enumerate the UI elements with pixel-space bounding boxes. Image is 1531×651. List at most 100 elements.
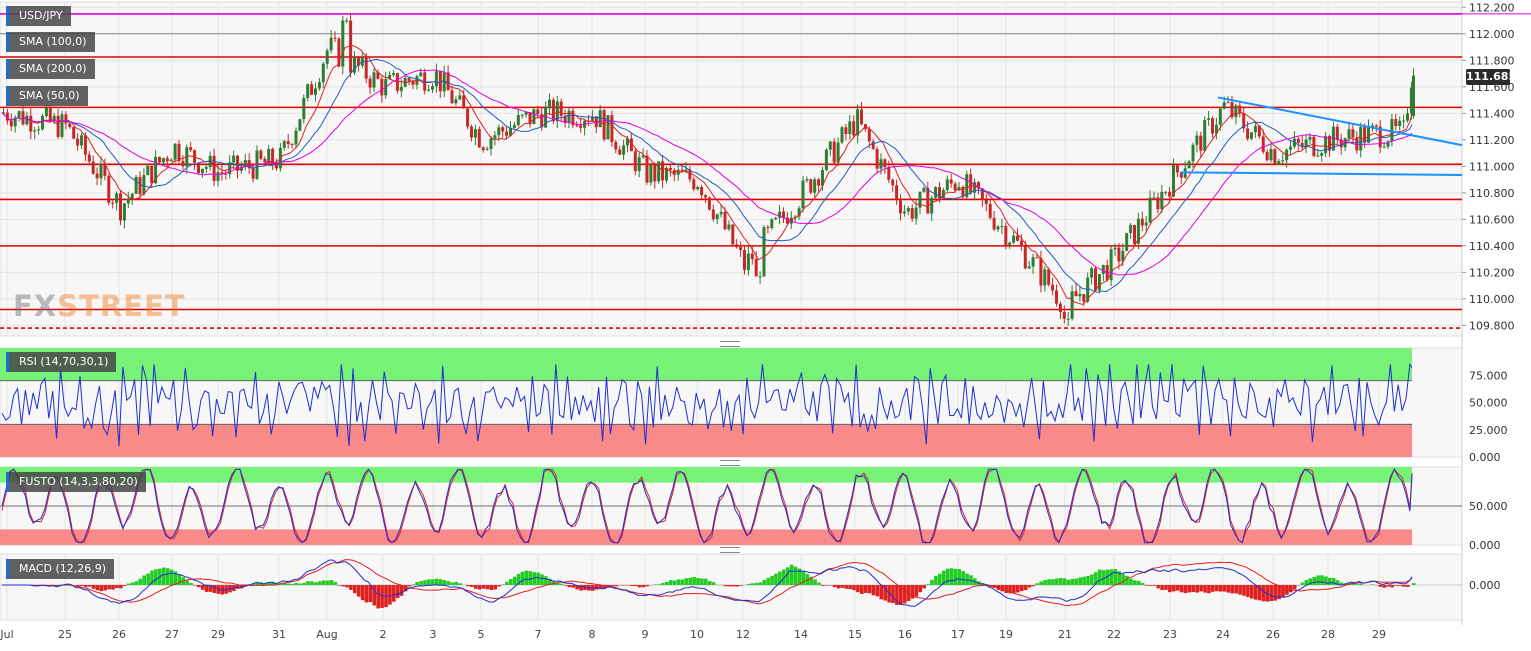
macd-histogram-bar [891, 585, 895, 603]
candle-body [1078, 294, 1081, 296]
sma50-label[interactable]: SMA (50,0) [6, 86, 88, 106]
macd-histogram-bar [844, 585, 848, 589]
candle-body [922, 188, 925, 192]
macd-histogram-bar [1412, 583, 1416, 585]
macd-histogram-bar [860, 585, 864, 594]
candle-body [1203, 120, 1206, 151]
macd-histogram-bar [146, 574, 150, 586]
candle-body [1071, 291, 1074, 318]
macd-histogram-bar [774, 574, 778, 585]
macd-histogram-bar [330, 580, 334, 585]
x-tick-label: 25 [58, 628, 72, 641]
macd-histogram-bar [938, 574, 942, 585]
candle-body [1266, 152, 1269, 160]
x-tick-label: Aug [316, 628, 337, 641]
sma100-label[interactable]: SMA (100,0) [6, 32, 95, 52]
candle-body [911, 208, 914, 219]
candle-body [903, 212, 906, 214]
macd-histogram-bar [1129, 579, 1133, 585]
fusto-label[interactable]: FUSTO (14,3,3,80,20) [6, 472, 146, 492]
candle-body [380, 79, 383, 95]
pane-resize-handle-rsi[interactable] [720, 341, 740, 347]
macd-histogram-bar [162, 568, 166, 585]
candle-body [1043, 269, 1046, 285]
y-tick-label: 110.600 [1469, 213, 1515, 226]
x-tick-label: 22 [1107, 628, 1121, 641]
macd-histogram-bar [497, 585, 501, 586]
macd-histogram-bar [1082, 577, 1086, 585]
x-tick-label: 5 [478, 628, 485, 641]
macd-histogram-bar [638, 585, 642, 587]
candle-body [622, 145, 625, 154]
macd-histogram-bar [1203, 585, 1207, 593]
macd-histogram-bar [166, 568, 170, 585]
candle-body [841, 127, 844, 142]
candle-body [1207, 118, 1210, 120]
macd-histogram-bar [571, 585, 575, 588]
candle-body [802, 180, 805, 208]
rsi-overbought-zone [0, 348, 1412, 381]
macd-histogram-bar [529, 571, 533, 585]
candle-body [462, 95, 465, 108]
macd-histogram-bar [1390, 585, 1394, 587]
macd-histogram-bar [392, 585, 396, 602]
candle-body [517, 115, 520, 125]
candle-body [1211, 118, 1214, 133]
candle-body [930, 198, 933, 214]
macd-histogram-bar [1164, 585, 1168, 590]
macd-histogram-bar [622, 585, 626, 586]
candle-body [513, 125, 516, 128]
pane-resize-handle-fusto[interactable] [720, 460, 740, 466]
candle-body [1199, 136, 1202, 151]
candle-body [322, 64, 325, 82]
macd-histogram-bar [96, 585, 100, 590]
candle-body [1273, 149, 1276, 164]
candle-body [29, 116, 32, 132]
rsi-label[interactable]: RSI (14,70,30,1) [6, 352, 116, 372]
candle-body [1024, 246, 1027, 268]
candle-body [1262, 136, 1265, 152]
macd-histogram-bar [852, 585, 856, 590]
x-tick-label: Jul [0, 628, 14, 641]
candle-body [127, 199, 130, 204]
macd-histogram-bar [731, 585, 735, 586]
macd-histogram-bar [314, 582, 318, 585]
candle-body [408, 78, 411, 81]
macd-histogram-bar [1234, 585, 1238, 594]
candle-body [470, 127, 473, 138]
candle-body [638, 157, 641, 171]
macd-histogram-bar [1242, 585, 1246, 596]
macd-histogram-bar [1055, 578, 1059, 585]
macd-histogram-bar [1059, 578, 1063, 585]
macd-histogram-bar [958, 569, 962, 585]
candle-body [341, 21, 344, 67]
macd-histogram-bar [1270, 585, 1274, 601]
sma200-label[interactable]: SMA (200,0) [6, 59, 95, 79]
symbol-label[interactable]: USD/JPY [6, 6, 71, 26]
candle-body [646, 155, 649, 182]
macd-histogram-bar [759, 582, 763, 585]
candle-body [712, 209, 715, 219]
candle-body [603, 110, 606, 139]
macd-histogram-bar [419, 581, 423, 585]
candle-body [1051, 285, 1054, 291]
macd-histogram-bar [965, 574, 969, 585]
candle-body [135, 177, 138, 194]
candle-body [474, 129, 477, 137]
candle-body [817, 179, 820, 185]
macd-label[interactable]: MACD (12,26,9) [6, 559, 114, 579]
macd-histogram-bar [408, 585, 412, 586]
macd-histogram-bar [568, 585, 572, 587]
candle-body [45, 108, 48, 116]
last-price-badge: 111.685 [1466, 69, 1510, 85]
macd-histogram-bar [322, 580, 326, 585]
macd-histogram-bar [821, 585, 825, 586]
candle-body [1028, 266, 1031, 268]
fusto-y-tick-label: 50.000 [1469, 500, 1508, 513]
macd-histogram-bar [1293, 585, 1297, 589]
macd-histogram-bar [1262, 585, 1266, 601]
candle-body [451, 90, 454, 103]
pane-resize-handle-macd[interactable] [720, 547, 740, 553]
